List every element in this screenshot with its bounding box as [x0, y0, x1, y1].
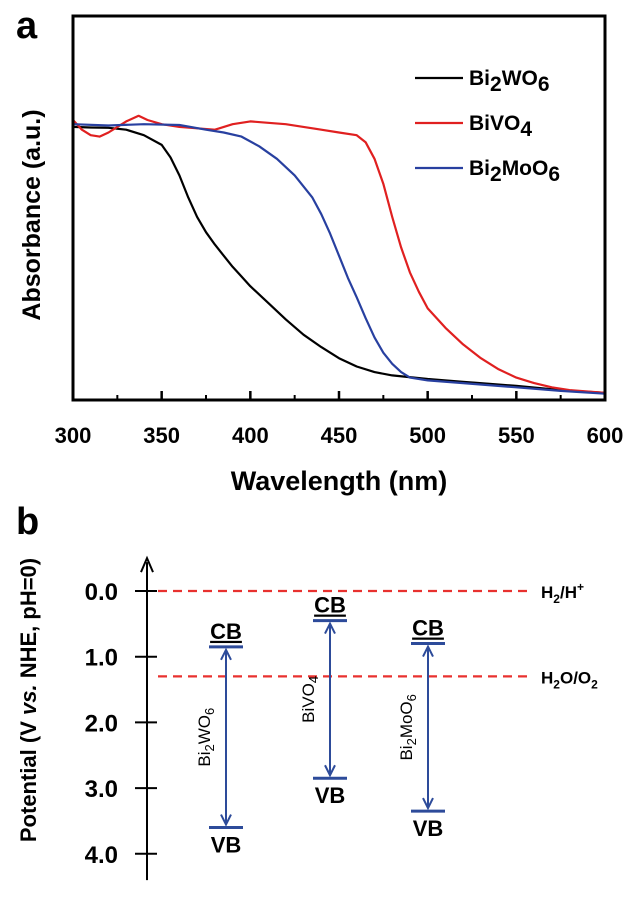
material-name: BiVO4 [299, 676, 321, 723]
vb-label: VB [413, 816, 444, 841]
y-tick-label: 3.0 [85, 776, 118, 803]
legend-label: Bi2MoO6 [469, 157, 560, 186]
vb-label: VB [315, 783, 346, 808]
arrow-up-icon [220, 647, 232, 661]
cb-label: CB [210, 619, 242, 644]
legend: Bi2WO6 BiVO4 Bi2MoO6 [415, 67, 560, 186]
panel-a-x-axis-label: Wavelength (nm) [231, 466, 448, 496]
x-tick-label: 450 [321, 423, 358, 448]
legend-label: BiVO4 [469, 112, 532, 141]
absorbance-series-1 [72, 125, 606, 394]
absorbance-curves [72, 114, 606, 395]
redox-couple-label: H2O/O2 [541, 668, 598, 691]
cb-label: CB [314, 593, 346, 618]
band-diagram: b Potential (V vs. NHE, pH=0) 0.0 1.0 2.0 3… [16, 501, 598, 881]
potential-axis: 0.0 1.0 2.0 3.0 4.0 [85, 555, 157, 881]
cb-label: CB [412, 616, 444, 641]
arrow-down-icon [324, 764, 336, 778]
x-tick-label: 400 [232, 423, 269, 448]
panel-a-x-ticks: 300 350 400 450 500 550 600 [55, 391, 624, 448]
panel-b-y-axis-label: Potential (V vs. NHE, pH=0) [16, 558, 41, 842]
x-tick-label: 300 [55, 423, 92, 448]
arrow-up-icon [422, 644, 434, 658]
material-band-3: CB VB Bi2MoO6 [397, 616, 445, 841]
panel-b-label: b [16, 501, 39, 543]
x-tick-label: 350 [143, 423, 180, 448]
material-name: Bi2WO6 [195, 708, 217, 767]
material-name: Bi2MoO6 [397, 694, 419, 760]
y-tick-label: 4.0 [85, 842, 118, 869]
panel-a-label: a [16, 5, 38, 47]
band-edges: CB VB Bi2WO6 CB VB BiVO4 CB VB Bi2MoO6 [195, 593, 445, 858]
x-tick-label: 600 [587, 423, 624, 448]
y-tick-label: 2.0 [85, 710, 118, 737]
absorbance-series-2 [72, 114, 606, 394]
x-tick-label: 550 [498, 423, 535, 448]
vb-label: VB [211, 833, 242, 858]
absorbance-chart: a Absorbance (a.u.) 300 350 400 450 500 550 60… [16, 5, 623, 496]
material-band-2: CB VB BiVO4 [299, 593, 347, 808]
x-tick-label: 500 [409, 423, 446, 448]
panel-a-y-axis-label: Absorbance (a.u.) [18, 109, 46, 320]
material-band-1: CB VB Bi2WO6 [195, 619, 243, 858]
y-tick-label: 0.0 [85, 579, 118, 606]
redox-reference-lines: H2/H+ H2O/O2 [158, 580, 598, 691]
arrow-down-icon [220, 814, 232, 827]
y-tick-label: 1.0 [85, 645, 118, 672]
absorbance-series-3 [72, 123, 606, 395]
redox-couple-label: H2/H+ [541, 580, 584, 606]
arrow-down-icon [422, 797, 434, 811]
arrow-up-icon [324, 621, 336, 635]
y-axis-arrow-icon [140, 555, 154, 573]
legend-label: Bi2WO6 [469, 67, 550, 96]
